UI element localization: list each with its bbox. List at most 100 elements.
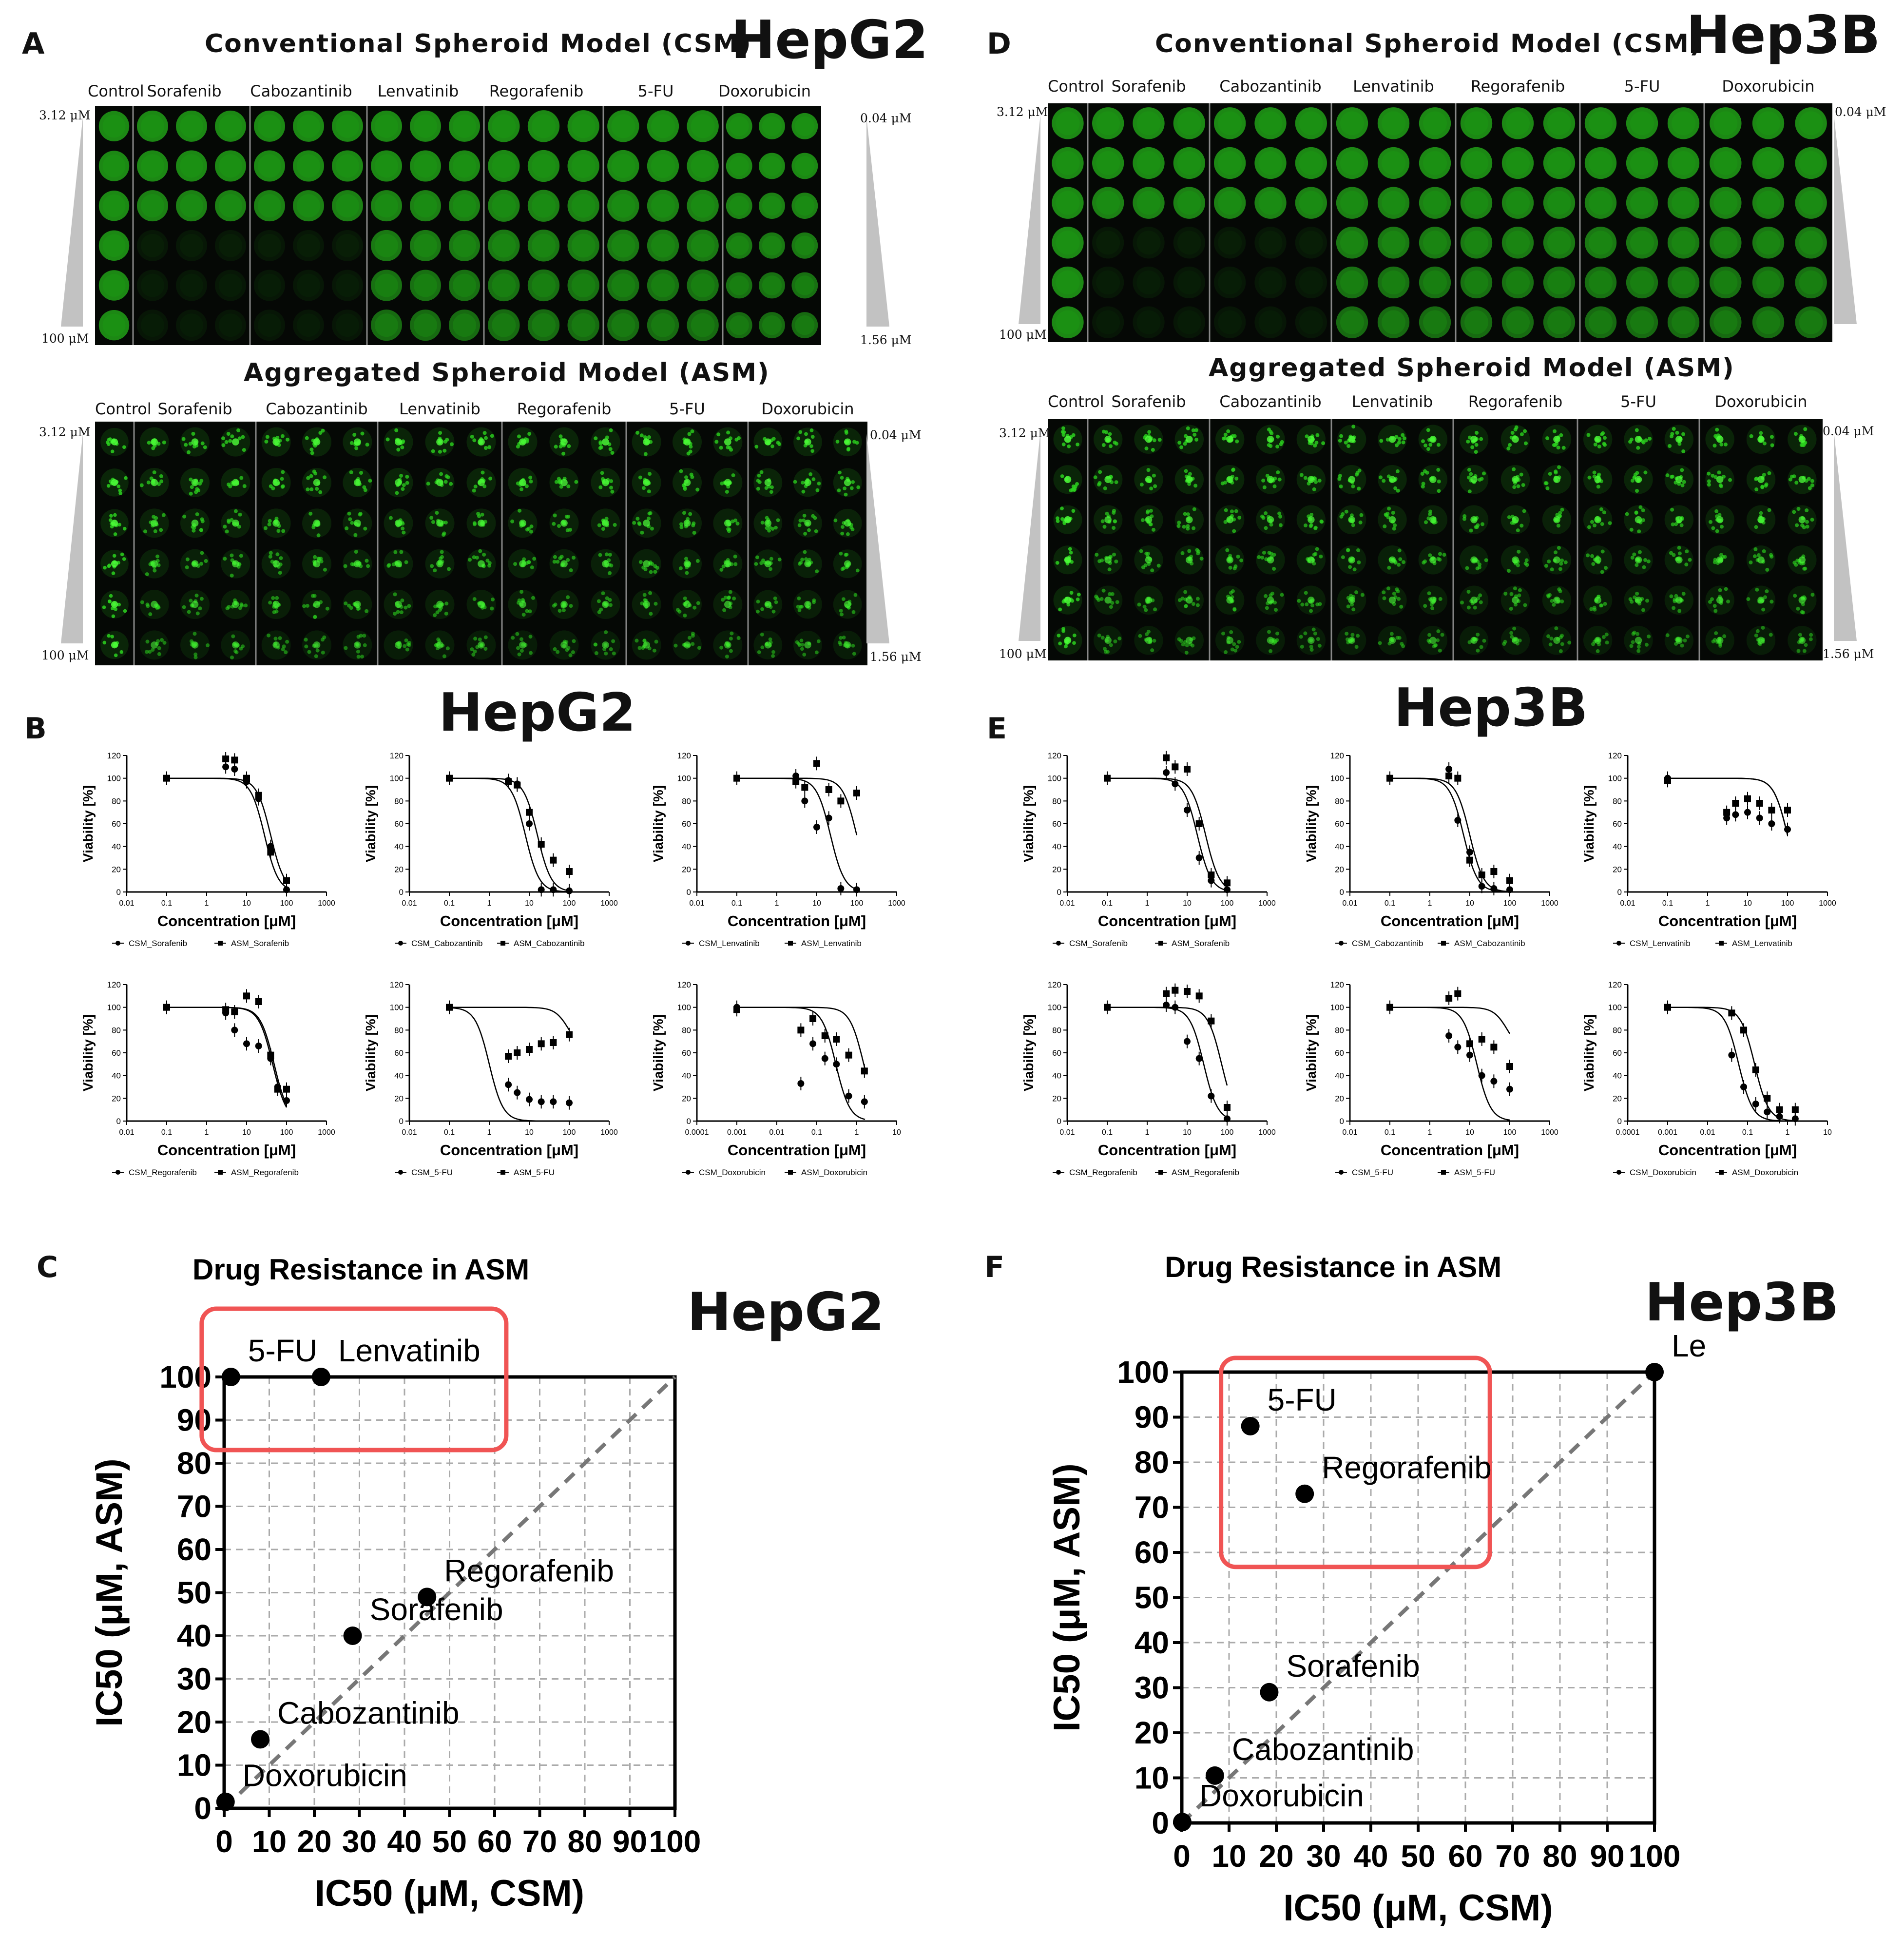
x-tick-label: 1 [205, 1128, 209, 1137]
y-tick-label: 20 [1052, 1094, 1061, 1103]
data-point-asm [1784, 807, 1791, 813]
panel-label-a: A [22, 27, 45, 61]
fit-curve-asm [1388, 1007, 1511, 1034]
data-point-csm [526, 820, 533, 827]
data-point-csm [821, 1055, 828, 1062]
data-point-asm [505, 778, 512, 785]
x-tick-label: 1000 [600, 899, 618, 908]
column-header-sorafenib: Sorafenib [157, 400, 232, 418]
x-tick-label: 10 [1465, 899, 1474, 908]
x-tick-label: 0.01 [769, 1128, 784, 1137]
y-tick-label: 20 [394, 1094, 404, 1103]
legend-entry: ASM_Cabozantinib [514, 939, 585, 948]
x-tick-label: 1000 [318, 899, 335, 908]
legend-entry: CSM_Cabozantinib [1352, 939, 1423, 948]
data-point-asm [222, 1006, 230, 1013]
data-point-asm [1490, 1044, 1498, 1051]
cell-line-title-d: Hep3B [1686, 5, 1881, 66]
data-point-asm [1732, 800, 1739, 807]
panel-label-d: D [987, 27, 1011, 61]
data-point-asm [526, 809, 533, 816]
gradient-triangle-right-d2 [1834, 431, 1857, 641]
y-tick-label: 90 [177, 1403, 212, 1438]
data-point-asm [243, 775, 250, 782]
conc-top-left-a1: 3.12 μM [39, 108, 91, 122]
data-point-csm [1478, 1072, 1485, 1079]
fit-curve-csm [1666, 1007, 1796, 1122]
y-tick-label: 120 [1608, 980, 1622, 989]
data-point-asm [231, 1008, 238, 1015]
x-tick-label: 0.01 [1342, 899, 1357, 908]
legend-entry: ASM_Regorafenib [231, 1168, 299, 1177]
y-tick-label: 20 [1135, 1715, 1169, 1750]
data-point-asm [1728, 1009, 1735, 1017]
x-tick-label: 30 [342, 1824, 377, 1859]
data-point-asm [1506, 1063, 1513, 1070]
data-point-asm [446, 1004, 453, 1011]
y-tick-label: 40 [394, 1071, 404, 1081]
x-tick-label: 0.1 [1102, 1128, 1113, 1137]
data-point-asm [255, 998, 262, 1005]
y-tick-label: 100 [677, 1003, 691, 1012]
data-point-csm [801, 797, 808, 805]
y-tick-label: 40 [1052, 1071, 1061, 1081]
y-tick-label: 80 [682, 796, 691, 806]
x-tick-label: 1 [1786, 1128, 1790, 1137]
data-point-csm [845, 1092, 852, 1100]
data-point-asm [825, 786, 832, 793]
data-point-csm [255, 1043, 262, 1049]
x-tick-label: 1 [1428, 899, 1432, 908]
asm-title-d: Aggregated Spheroid Model (ASM) [1209, 353, 1735, 383]
legend-entry: CSM_Sorafenib [1069, 939, 1128, 948]
data-point-asm [163, 775, 170, 782]
x-tick-label: 50 [432, 1824, 467, 1859]
x-tick-label: 0.1 [1662, 899, 1673, 908]
y-axis-label: Viability [%] [1021, 785, 1036, 862]
highlight-box [199, 1306, 509, 1452]
column-header-sorafenib: Sorafenib [147, 82, 222, 100]
y-tick-label: 100 [677, 774, 691, 783]
x-tick-label: 1 [1428, 1128, 1432, 1137]
column-header-lenvatinib: Lenvatinib [399, 400, 481, 418]
data-point-csm [1466, 849, 1473, 856]
data-point-csm [809, 1040, 817, 1047]
gradient-triangle-right-d1 [1834, 115, 1857, 324]
dose-response-chart-hepg2-doxorubicin: 0 20 40 60 80 100 120 0.0001 0.001 0.01 0.1 1 10 Viab… [651, 980, 901, 1177]
data-point-csm [853, 886, 860, 893]
data-point-asm [1454, 990, 1462, 997]
legend-entry: ASM_Doxorubicin [801, 1168, 867, 1177]
data-point-asm [267, 1051, 274, 1059]
point-regorafenib [1295, 1484, 1314, 1503]
y-tick-label: 120 [390, 980, 404, 989]
data-point-asm [809, 1015, 817, 1022]
conc-top-right-a1: 0.04 μM [860, 111, 912, 125]
x-tick-label: 1 [775, 899, 779, 908]
column-header-5-fu: 5-FU [669, 400, 705, 418]
data-point-asm [1184, 766, 1191, 773]
point-label-regorafenib: Regorafenib [444, 1553, 614, 1588]
data-point-asm [797, 1026, 805, 1034]
legend-entry: ASM_Regorafenib [1172, 1168, 1239, 1177]
y-axis-label: IC50 (μM, ASM) [89, 1458, 130, 1726]
fit-curve-csm [165, 777, 287, 888]
column-header-5-fu: 5-FU [1624, 77, 1660, 96]
conc-top-left-d1: 3.12 μM [997, 105, 1048, 119]
data-point-asm [813, 760, 820, 767]
data-point-csm [526, 1096, 533, 1103]
legend-entry: CSM_Lenvatinib [699, 939, 760, 948]
x-tick-label: 0.01 [1059, 1128, 1075, 1137]
y-tick-label: 100 [1048, 1003, 1061, 1012]
y-tick-label: 40 [394, 842, 404, 852]
y-tick-label: 20 [394, 865, 404, 874]
legend-entry: CSM_Regorafenib [129, 1168, 197, 1177]
y-tick-label: 80 [394, 796, 404, 806]
dose-response-chart-hep3b-5fu: 0 20 40 60 80 100 120 0.01 0.1 1 10 100 1000 Viabilit… [1304, 980, 1558, 1177]
panel-label-c: C [37, 1250, 58, 1284]
y-tick-label: 60 [1335, 1048, 1344, 1058]
conc-bottom-left-d1: 100 μM [999, 328, 1047, 342]
y-tick-label: 0 [116, 888, 121, 897]
x-tick-label: 100 [563, 1128, 576, 1137]
x-tick-label: 60 [1448, 1839, 1482, 1874]
conc-top-left-a2: 3.12 μM [39, 425, 91, 439]
data-point-csm [1454, 1044, 1462, 1051]
